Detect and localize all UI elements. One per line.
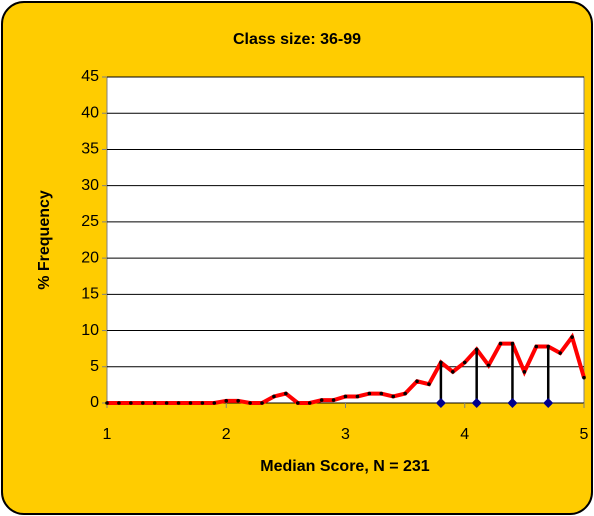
y-tick-label: 30 xyxy=(81,177,99,194)
point xyxy=(284,391,288,396)
point xyxy=(164,401,169,405)
x-axis-title: Median Score, N = 231 xyxy=(260,458,430,475)
point xyxy=(558,351,562,355)
point xyxy=(272,394,276,399)
point xyxy=(582,375,586,380)
point xyxy=(105,401,109,405)
point xyxy=(451,370,455,374)
point xyxy=(307,401,312,405)
point xyxy=(319,398,324,402)
point xyxy=(367,391,372,396)
point xyxy=(260,401,264,405)
point xyxy=(140,401,145,405)
point xyxy=(462,360,467,365)
y-tick-label: 25 xyxy=(81,213,99,230)
x-tick-label: 5 xyxy=(580,426,589,443)
y-tick-label: 40 xyxy=(81,104,99,121)
chart-title: Class size: 36-99 xyxy=(233,31,361,48)
y-tick-label: 45 xyxy=(81,68,99,85)
x-tick-label: 4 xyxy=(460,426,469,443)
y-tick-label: 5 xyxy=(90,358,99,375)
y-tick-label: 15 xyxy=(81,286,99,303)
point xyxy=(486,363,491,368)
point xyxy=(510,341,515,346)
point xyxy=(296,401,300,405)
point xyxy=(176,401,181,405)
point xyxy=(152,401,157,405)
drop-marker xyxy=(435,398,446,408)
drop-marker xyxy=(543,398,554,408)
point xyxy=(391,394,396,399)
point xyxy=(188,401,193,405)
point xyxy=(343,394,348,399)
drop-marker xyxy=(507,398,518,408)
y-tick-label: 35 xyxy=(81,141,99,158)
y-tick-label: 10 xyxy=(81,322,99,339)
drop-marker xyxy=(471,398,482,408)
point xyxy=(439,360,443,365)
point xyxy=(415,379,419,384)
point xyxy=(498,341,503,346)
point xyxy=(355,394,360,399)
point xyxy=(379,391,384,396)
point xyxy=(546,344,551,349)
point xyxy=(200,401,205,405)
plot-area xyxy=(106,76,585,404)
point xyxy=(224,399,229,403)
point xyxy=(522,370,527,374)
point xyxy=(212,401,217,405)
x-tick-label: 3 xyxy=(341,426,350,443)
point xyxy=(534,344,539,349)
x-tick-label: 1 xyxy=(103,426,112,443)
x-tick-label: 2 xyxy=(222,426,231,443)
point xyxy=(236,399,240,403)
point xyxy=(570,335,574,339)
point xyxy=(129,401,133,405)
y-axis-title: % Frequency xyxy=(36,190,53,290)
point xyxy=(248,401,252,405)
point xyxy=(427,382,431,386)
y-tick-label: 20 xyxy=(81,249,99,266)
point xyxy=(331,398,336,402)
point xyxy=(403,391,407,396)
point xyxy=(474,347,479,352)
point xyxy=(117,401,121,405)
y-tick-label: 0 xyxy=(90,394,99,411)
